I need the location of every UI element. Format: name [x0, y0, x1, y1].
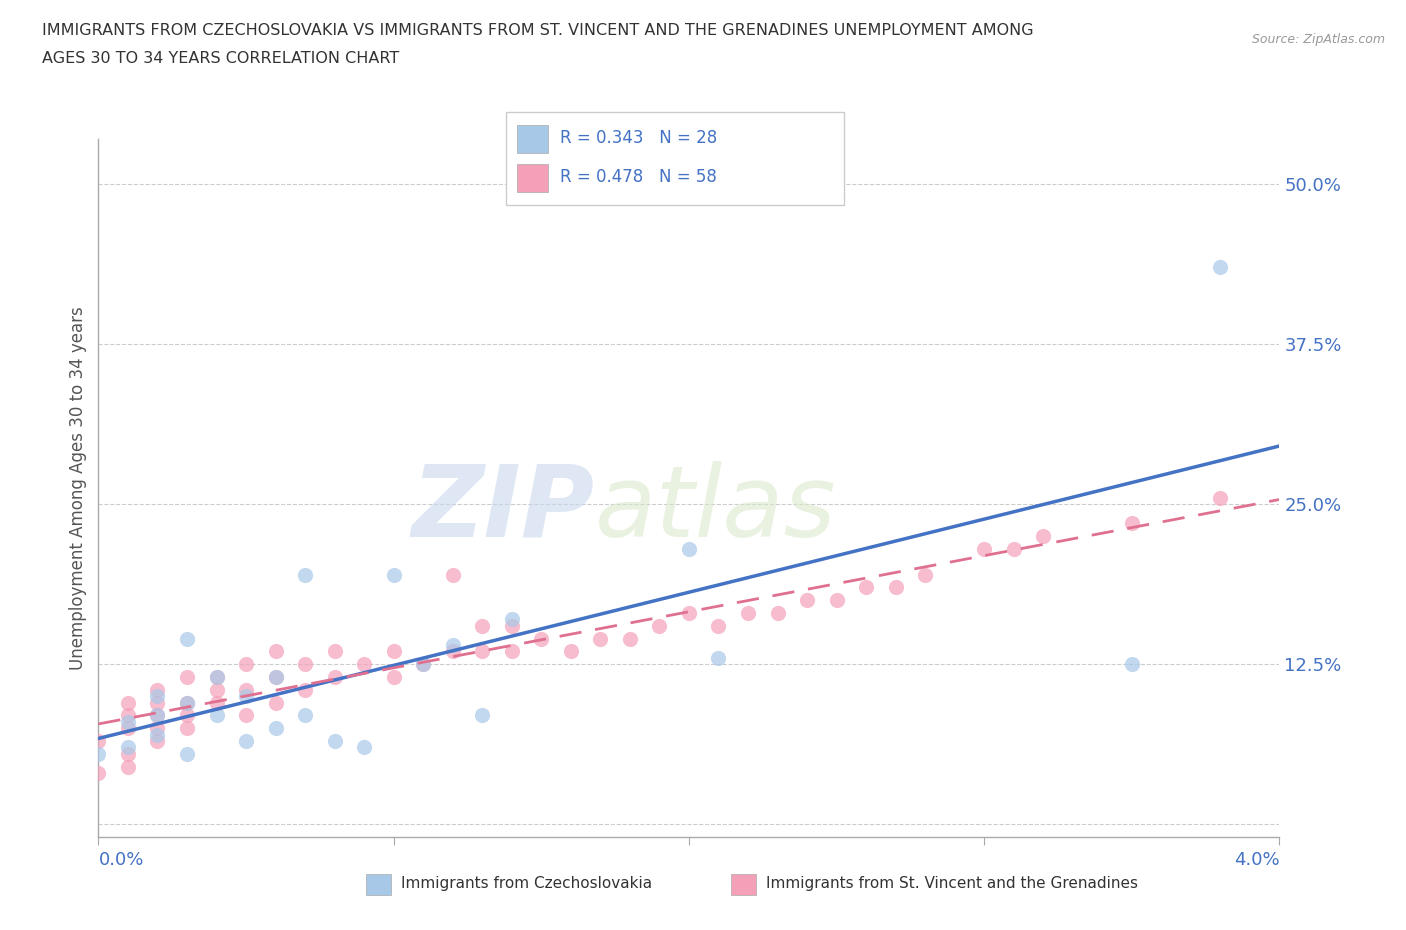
Point: [235, 734, 257, 749]
Point: [825, 592, 848, 607]
Text: AGES 30 TO 34 YEARS CORRELATION CHART: AGES 30 TO 34 YEARS CORRELATION CHART: [42, 51, 399, 66]
Point: [117, 696, 139, 711]
Point: [176, 747, 198, 762]
Point: [678, 541, 700, 556]
Point: [264, 696, 287, 711]
Point: [1121, 657, 1143, 671]
Point: [530, 631, 553, 646]
Text: Source: ZipAtlas.com: Source: ZipAtlas.com: [1251, 33, 1385, 46]
Point: [501, 618, 523, 633]
Point: [176, 721, 198, 736]
Text: 4.0%: 4.0%: [1234, 851, 1279, 869]
Point: [294, 657, 316, 671]
Point: [884, 580, 907, 595]
Text: Immigrants from St. Vincent and the Grenadines: Immigrants from St. Vincent and the Gren…: [766, 876, 1139, 891]
Point: [619, 631, 641, 646]
Point: [117, 708, 139, 723]
Point: [501, 612, 523, 627]
Point: [323, 644, 346, 658]
Point: [205, 670, 228, 684]
Point: [382, 644, 405, 658]
Point: [117, 759, 139, 774]
Point: [766, 605, 789, 620]
Point: [176, 670, 198, 684]
Point: [382, 567, 405, 582]
Point: [205, 708, 228, 723]
Point: [264, 670, 287, 684]
Point: [707, 650, 730, 665]
Point: [471, 644, 494, 658]
Point: [441, 638, 464, 653]
Point: [353, 657, 375, 671]
Point: [264, 670, 287, 684]
Point: [914, 567, 936, 582]
Point: [146, 734, 169, 749]
Text: R = 0.343   N = 28: R = 0.343 N = 28: [560, 128, 717, 147]
Point: [205, 696, 228, 711]
Point: [176, 696, 198, 711]
Point: [264, 644, 287, 658]
Point: [146, 689, 169, 704]
Point: [501, 644, 523, 658]
Point: [235, 683, 257, 698]
Point: [589, 631, 612, 646]
Point: [146, 727, 169, 742]
Text: Immigrants from Czechoslovakia: Immigrants from Czechoslovakia: [401, 876, 652, 891]
Point: [146, 708, 169, 723]
Point: [264, 721, 287, 736]
Point: [471, 708, 494, 723]
Point: [441, 567, 464, 582]
Point: [796, 592, 818, 607]
Point: [973, 541, 995, 556]
Point: [648, 618, 671, 633]
Y-axis label: Unemployment Among Ages 30 to 34 years: Unemployment Among Ages 30 to 34 years: [69, 306, 87, 671]
Point: [117, 714, 139, 729]
Point: [176, 708, 198, 723]
Point: [678, 605, 700, 620]
Text: IMMIGRANTS FROM CZECHOSLOVAKIA VS IMMIGRANTS FROM ST. VINCENT AND THE GRENADINES: IMMIGRANTS FROM CZECHOSLOVAKIA VS IMMIGR…: [42, 23, 1033, 38]
Point: [382, 670, 405, 684]
Point: [146, 696, 169, 711]
Point: [87, 765, 110, 780]
Text: ZIP: ZIP: [412, 460, 595, 558]
Point: [205, 670, 228, 684]
Point: [205, 683, 228, 698]
Point: [235, 708, 257, 723]
Point: [235, 689, 257, 704]
Point: [1121, 516, 1143, 531]
Point: [235, 657, 257, 671]
Point: [87, 734, 110, 749]
Point: [412, 657, 434, 671]
Point: [737, 605, 759, 620]
Point: [1002, 541, 1025, 556]
Point: [1032, 529, 1054, 544]
Point: [87, 747, 110, 762]
Point: [855, 580, 877, 595]
Point: [441, 644, 464, 658]
Point: [323, 734, 346, 749]
Point: [707, 618, 730, 633]
Point: [353, 740, 375, 755]
Point: [412, 657, 434, 671]
Point: [323, 670, 346, 684]
Point: [176, 631, 198, 646]
Point: [117, 740, 139, 755]
Point: [146, 721, 169, 736]
Point: [117, 721, 139, 736]
Point: [294, 683, 316, 698]
Point: [176, 696, 198, 711]
Point: [1209, 490, 1232, 505]
Point: [560, 644, 582, 658]
Point: [294, 708, 316, 723]
Point: [146, 683, 169, 698]
Text: R = 0.478   N = 58: R = 0.478 N = 58: [560, 167, 717, 186]
Point: [117, 747, 139, 762]
Point: [471, 618, 494, 633]
Point: [1209, 260, 1232, 275]
Text: atlas: atlas: [595, 460, 837, 558]
Point: [146, 708, 169, 723]
Point: [294, 567, 316, 582]
Text: 0.0%: 0.0%: [98, 851, 143, 869]
